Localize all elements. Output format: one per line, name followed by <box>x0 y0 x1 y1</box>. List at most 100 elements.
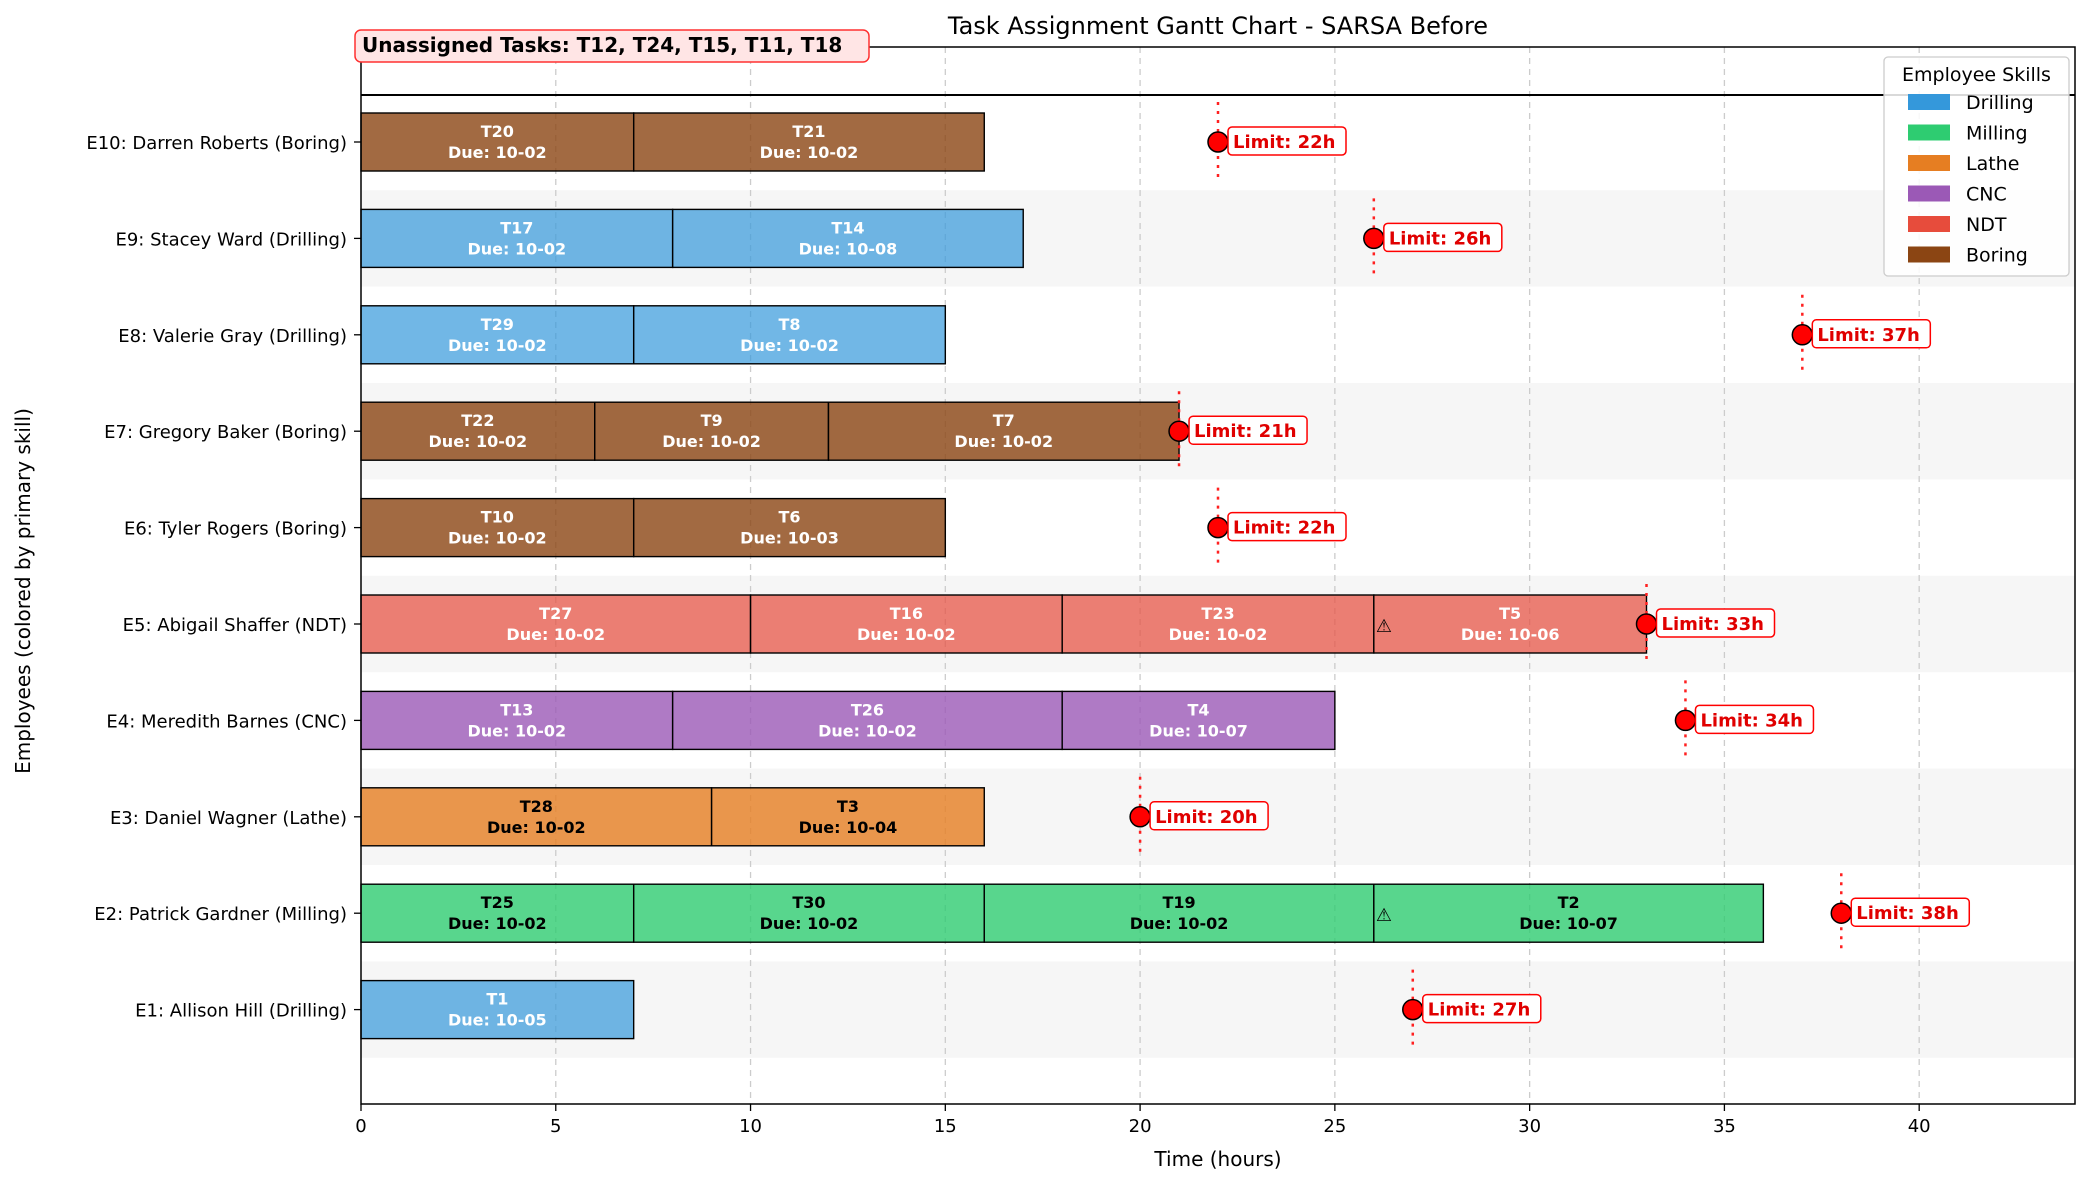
task-bar <box>632 112 985 172</box>
y-tick-labels: E10: Darren Roberts (Boring) E9: Stacey W… <box>86 133 361 1022</box>
task-bar <box>360 787 713 847</box>
limit-label: Limit: 33h <box>1662 614 1765 635</box>
unassigned-tasks-box: Unassigned Tasks: T12, T24, T15, T11, T1… <box>354 29 870 63</box>
task-id-label: T7 <box>993 411 1015 430</box>
y-tick-label: E5: Abigail Shaffer (NDT) <box>123 615 347 636</box>
limit-label: Limit: 22h <box>1233 518 1336 539</box>
task-bar <box>1061 690 1336 751</box>
limit-label: Limit: 38h <box>1856 903 1959 924</box>
task-id-label: T20 <box>481 122 514 141</box>
task-bar <box>360 208 674 269</box>
legend-swatch <box>1908 155 1950 171</box>
y-tick-label: E1: Allison Hill (Drilling) <box>135 1001 347 1022</box>
x-axis-label: Time (hours) <box>1153 1147 1281 1171</box>
task-due-label: Due: 10-04 <box>799 818 898 837</box>
task-id-label: T5 <box>1499 604 1521 623</box>
task-id-label: T14 <box>831 218 864 237</box>
task-due-label: Due: 10-07 <box>1519 914 1618 933</box>
task-id-label: T8 <box>778 315 800 334</box>
task-id-label: T16 <box>890 604 923 623</box>
task-id-label: T30 <box>792 893 825 912</box>
limit-marker <box>1207 516 1229 539</box>
task-bar <box>710 787 985 847</box>
y-axis-label: Employees (colored by primary skill) <box>11 408 35 774</box>
limit-label: Limit: 37h <box>1817 325 1920 346</box>
limit-label-box <box>1422 993 1542 1024</box>
task-due-label: Due: 10-02 <box>487 818 586 837</box>
row-band <box>361 961 2075 1058</box>
limit-label: Limit: 20h <box>1155 807 1258 828</box>
warning-icon: ⚠ <box>1376 616 1392 637</box>
task-id-label: T28 <box>520 797 553 816</box>
task-id-label: T13 <box>500 700 533 719</box>
x-tick-label: 35 <box>1713 1116 1736 1137</box>
limit-marker <box>1791 324 1814 346</box>
task-due-label: Due: 10-02 <box>760 914 859 933</box>
task-due-label: Due: 10-02 <box>1169 625 1268 644</box>
limit-label: Limit: 34h <box>1700 710 1803 731</box>
limit-label-box <box>1188 415 1308 445</box>
task-bar <box>360 305 635 365</box>
task-due-label: Due: 10-05 <box>448 1011 547 1030</box>
x-tick-label: 5 <box>550 1116 561 1137</box>
x-tick-label: 30 <box>1518 1116 1541 1137</box>
limit-label: Limit: 22h <box>1233 132 1336 153</box>
task-id-label: T26 <box>851 700 884 719</box>
task-due-label: Due: 10-02 <box>448 529 547 548</box>
task-due-label: Due: 10-02 <box>467 239 566 258</box>
legend-swatch <box>1908 246 1950 263</box>
task-bar <box>632 305 947 365</box>
task-due-label: Due: 10-02 <box>818 721 917 740</box>
task-id-label: T19 <box>1162 893 1195 912</box>
task-id-label: T3 <box>837 797 859 816</box>
task-id-label: T2 <box>1558 893 1580 912</box>
task-bar <box>360 883 635 943</box>
y-tick-label: E9: Stacey Ward (Drilling) <box>115 229 347 250</box>
task-due-label: Due: 10-08 <box>799 239 898 258</box>
limit-label-box <box>1655 608 1776 638</box>
task-bar <box>1373 883 1765 943</box>
limit-marker <box>1402 998 1424 1021</box>
limit-label-box <box>1227 511 1347 542</box>
task-id-label: T29 <box>481 315 514 334</box>
legend-swatch <box>1908 216 1950 232</box>
limit-label-box <box>1811 319 1932 349</box>
task-bar <box>671 690 1063 751</box>
y-tick-label: E6: Tyler Rogers (Boring) <box>124 519 347 540</box>
task-due-label: Due: 10-02 <box>448 914 547 933</box>
task-due-label: Due: 10-02 <box>662 432 761 451</box>
task-bars: T20 Due: 10-02 T21 Due: 10-02 T17 Due: 10-02 T… <box>360 112 1765 1040</box>
task-due-label: Due: 10-03 <box>740 529 839 548</box>
legend-swatch <box>1908 94 1950 110</box>
chart-title: Task Assignment Gantt Chart - SARSA Befo… <box>947 12 1488 40</box>
limit-marker <box>1168 420 1190 442</box>
y-tick-label: E2: Patrick Gardner (Milling) <box>94 904 347 925</box>
x-tick-label: 20 <box>1129 1116 1152 1137</box>
task-bar <box>360 594 752 654</box>
task-bar <box>749 594 1063 654</box>
x-tick-label: 10 <box>739 1116 762 1137</box>
limit-label-box <box>1383 222 1503 253</box>
y-tick-label: E8: Valerie Gray (Drilling) <box>118 326 347 347</box>
task-id-label: T21 <box>792 122 825 141</box>
task-bar <box>632 883 985 943</box>
task-bar <box>827 401 1180 461</box>
y-tick-label: E3: Daniel Wagner (Lathe) <box>110 808 347 829</box>
x-tick-label: 40 <box>1908 1116 1931 1137</box>
task-id-label: T1 <box>486 990 508 1009</box>
task-bar <box>632 497 947 558</box>
task-due-label: Due: 10-02 <box>1130 914 1229 933</box>
task-id-label: T6 <box>778 508 800 527</box>
task-bar <box>1061 594 1375 654</box>
task-bar <box>360 690 674 751</box>
limit-label: Limit: 21h <box>1194 421 1297 442</box>
task-id-label: T27 <box>539 604 572 623</box>
legend: Employee Skills Drilling Milling Lathe CNC ND… <box>1883 56 2070 277</box>
task-id-label: T4 <box>1187 700 1209 719</box>
y-tick-label: E7: Gregory Baker (Boring) <box>104 422 347 443</box>
legend-label: NDT <box>1966 214 2007 236</box>
legend-label: CNC <box>1966 184 2007 206</box>
limit-marker <box>1207 131 1229 153</box>
limit-label: Limit: 26h <box>1389 228 1492 249</box>
limit-marker <box>1363 227 1385 250</box>
